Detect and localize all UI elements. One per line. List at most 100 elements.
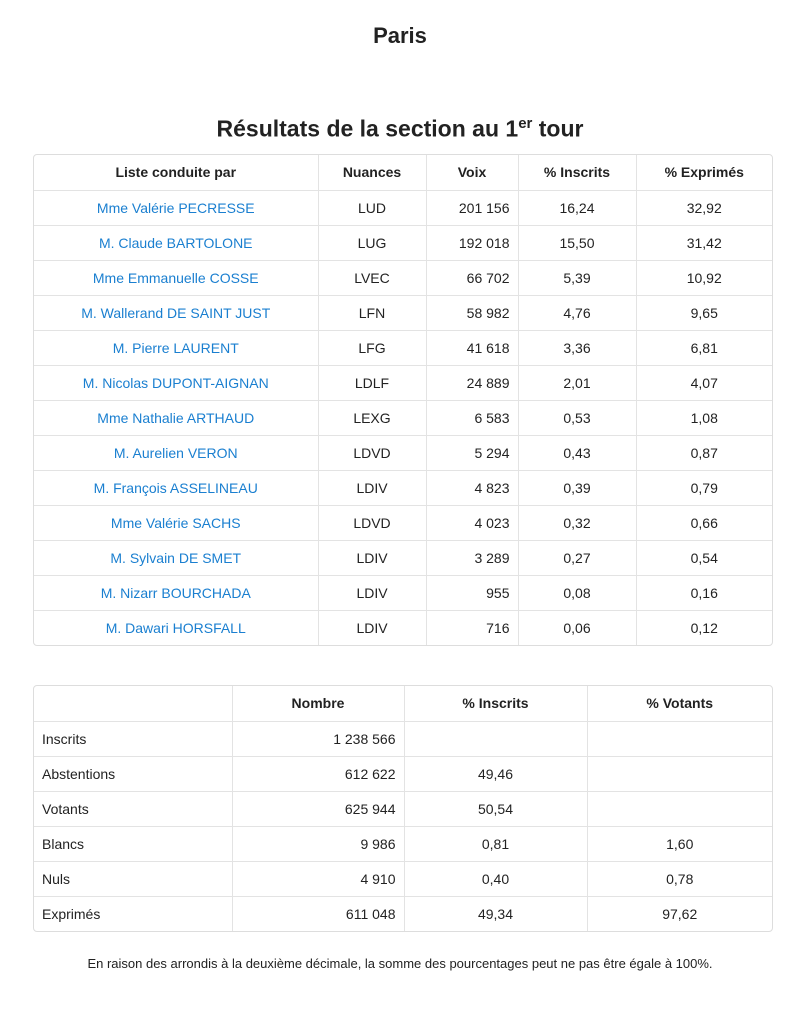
table-cell: 32,92 — [636, 190, 772, 226]
table-cell: M. Aurelien VERON — [34, 435, 319, 471]
table-cell: 0,08 — [518, 575, 637, 611]
table-cell: 5 294 — [426, 435, 519, 471]
table-cell: 0,40 — [404, 861, 588, 897]
candidate-link[interactable]: M. Nizarr BOURCHADA — [100, 584, 251, 601]
table-cell: Mme Valérie SACHS — [34, 505, 319, 541]
table-cell — [587, 791, 772, 827]
table-cell: LFN — [318, 295, 427, 331]
footnote: En raison des arrondis à la deuxième déc… — [87, 956, 713, 971]
table-cell: 4 023 — [426, 505, 519, 541]
candidate-link[interactable]: Mme Valérie SACHS — [110, 514, 241, 531]
table-cell: 192 018 — [426, 225, 519, 261]
column-header: Nombre — [232, 686, 405, 722]
candidate-link[interactable]: M. Wallerand DE SAINT JUST — [81, 304, 271, 321]
table-cell: 0,79 — [636, 470, 772, 506]
table-row: Votants 625 944 50,54 — [34, 791, 772, 827]
table-cell: 4 910 — [232, 861, 405, 897]
candidate-link[interactable]: M. Sylvain DE SMET — [110, 549, 242, 566]
page-title: Paris — [373, 23, 427, 48]
candidate-link[interactable]: Mme Emmanuelle COSSE — [92, 269, 259, 286]
table-cell: LDLF — [318, 365, 427, 401]
candidate-link[interactable]: M. Nicolas DUPONT-AIGNAN — [82, 374, 269, 391]
table-cell: Votants — [34, 791, 233, 827]
table-cell: 31,42 — [636, 225, 772, 261]
table-row: Mme Valérie SACHS LDVD 4 023 0,32 0,66 — [34, 505, 772, 541]
table-row: M. Claude BARTOLONE LUG 192 018 15,50 31,42 — [34, 225, 772, 261]
candidate-link[interactable]: Mme Valérie PECRESSE — [96, 199, 255, 216]
table-cell: 0,32 — [518, 505, 637, 541]
table-cell: 4 823 — [426, 470, 519, 506]
table-cell: 1 238 566 — [232, 721, 405, 757]
table-cell: M. Nicolas DUPONT-AIGNAN — [34, 365, 319, 401]
candidate-link[interactable]: M. Pierre LAURENT — [112, 339, 239, 356]
column-header: % Inscrits — [518, 155, 637, 191]
table-cell: M. Dawari HORSFALL — [34, 610, 319, 645]
table-row: Mme Valérie PECRESSE LUD 201 156 16,24 32,92 — [34, 190, 772, 226]
candidate-link[interactable]: M. Dawari HORSFALL — [105, 619, 246, 636]
table-cell: 201 156 — [426, 190, 519, 226]
table-row: M. Dawari HORSFALL LDIV 716 0,06 0,12 — [34, 610, 772, 645]
table-cell: 3 289 — [426, 540, 519, 576]
table-cell: M. Claude BARTOLONE — [34, 225, 319, 261]
table-row: Blancs 9 986 0,81 1,60 — [34, 826, 772, 862]
candidate-link[interactable]: M. Aurelien VERON — [113, 444, 238, 461]
table-cell: Mme Valérie PECRESSE — [34, 190, 319, 226]
table-cell: Nuls — [34, 861, 233, 897]
table-cell: 1,60 — [587, 826, 772, 862]
table-cell: LDIV — [318, 540, 427, 576]
table-cell: LUD — [318, 190, 427, 226]
section-title-end: tour — [532, 115, 584, 142]
table-cell: 0,43 — [518, 435, 637, 471]
table-cell: LDVD — [318, 505, 427, 541]
table-cell: M. François ASSELINEAU — [34, 470, 319, 506]
table-cell — [404, 721, 588, 757]
column-header — [34, 686, 233, 722]
candidate-link[interactable]: M. François ASSELINEAU — [93, 479, 258, 496]
table-cell: 9,65 — [636, 295, 772, 331]
table-cell: Mme Emmanuelle COSSE — [34, 260, 319, 296]
table-row: M. Pierre LAURENT LFG 41 618 3,36 6,81 — [34, 330, 772, 366]
table-row: Exprimés 611 048 49,34 97,62 — [34, 896, 772, 931]
column-header: Liste conduite par — [34, 155, 319, 191]
table-row: Inscrits 1 238 566 — [34, 721, 772, 757]
summary-table: Nombre% Inscrits% Votants Inscrits 1 238 … — [33, 685, 773, 932]
table-row: M. Nizarr BOURCHADA LDIV 955 0,08 0,16 — [34, 575, 772, 611]
table-cell: 0,39 — [518, 470, 637, 506]
table-cell: 0,06 — [518, 610, 637, 645]
table-cell: 50,54 — [404, 791, 588, 827]
summary-header-row: Nombre% Inscrits% Votants — [34, 686, 772, 722]
table-cell — [587, 721, 772, 757]
table-cell: 716 — [426, 610, 519, 645]
table-cell: Exprimés — [34, 896, 233, 931]
candidate-link[interactable]: Mme Nathalie ARTHAUD — [97, 409, 255, 426]
table-cell: 625 944 — [232, 791, 405, 827]
table-row: M. Nicolas DUPONT-AIGNAN LDLF 24 889 2,01 4,… — [34, 365, 772, 401]
table-cell: 955 — [426, 575, 519, 611]
table-cell: Inscrits — [34, 721, 233, 757]
table-cell: 24 889 — [426, 365, 519, 401]
table-cell: M. Pierre LAURENT — [34, 330, 319, 366]
table-cell: 15,50 — [518, 225, 637, 261]
table-row: Mme Emmanuelle COSSE LVEC 66 702 5,39 10,92 — [34, 260, 772, 296]
table-cell: 0,54 — [636, 540, 772, 576]
table-cell: 0,53 — [518, 400, 637, 436]
table-cell: 0,81 — [404, 826, 588, 862]
table-cell: 1,08 — [636, 400, 772, 436]
table-cell: 49,34 — [404, 896, 588, 931]
table-cell: 0,12 — [690, 619, 718, 636]
table-cell: 0,27 — [518, 540, 637, 576]
table-cell: 3,36 — [518, 330, 637, 366]
column-header: Nuances — [318, 155, 427, 191]
table-cell: 10,92 — [636, 260, 772, 296]
table-cell: 58 982 — [426, 295, 519, 331]
table-cell: 4,76 — [518, 295, 637, 331]
table-cell: 66 702 — [426, 260, 519, 296]
results-header-row: Liste conduite par Nuances Voix% Inscrits%… — [34, 155, 772, 191]
table-cell: 9 986 — [232, 826, 405, 862]
table-cell: 0,16 — [636, 575, 772, 611]
table-cell: 6,81 — [636, 330, 772, 366]
candidate-link[interactable]: M. Claude BARTOLONE — [98, 234, 253, 251]
results-table: Liste conduite par Nuances Voix% Inscrits%… — [33, 154, 773, 646]
table-cell: LEXG — [318, 400, 427, 436]
table-cell: 612 622 — [232, 756, 405, 792]
